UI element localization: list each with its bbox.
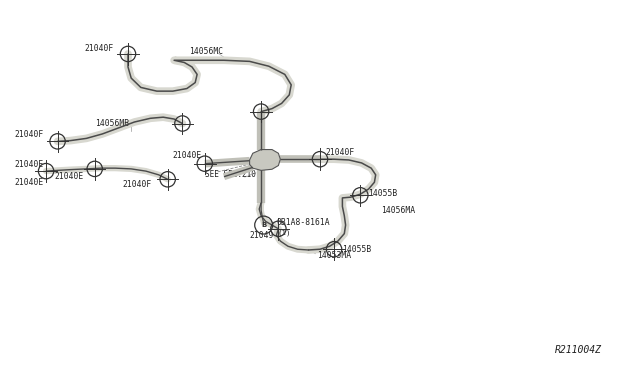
- Text: 21040E: 21040E: [54, 172, 84, 181]
- Text: SEE SEC.210: SEE SEC.210: [205, 170, 256, 179]
- Text: B: B: [261, 222, 266, 228]
- Text: 14056MA: 14056MA: [381, 206, 415, 215]
- Text: 21040E: 21040E: [14, 160, 44, 169]
- Text: 21040F: 21040F: [84, 44, 114, 53]
- Text: 21040F: 21040F: [123, 180, 152, 189]
- Text: 0B1A8-8161A: 0B1A8-8161A: [276, 218, 330, 227]
- Polygon shape: [250, 150, 280, 170]
- Text: 14056MC: 14056MC: [189, 47, 223, 56]
- Text: 21040E: 21040E: [173, 151, 202, 160]
- Text: 14056MB: 14056MB: [95, 119, 129, 128]
- Text: 21049: 21049: [250, 231, 274, 240]
- Text: 14053MA: 14053MA: [317, 251, 351, 260]
- Text: R211004Z: R211004Z: [555, 345, 602, 355]
- Text: 21040F: 21040F: [325, 148, 355, 157]
- Text: 14055B: 14055B: [342, 246, 372, 254]
- Text: 21040F: 21040F: [14, 130, 44, 139]
- Text: 14055B: 14055B: [368, 189, 397, 198]
- Text: (1): (1): [278, 230, 291, 237]
- Text: 21040E: 21040E: [14, 178, 44, 187]
